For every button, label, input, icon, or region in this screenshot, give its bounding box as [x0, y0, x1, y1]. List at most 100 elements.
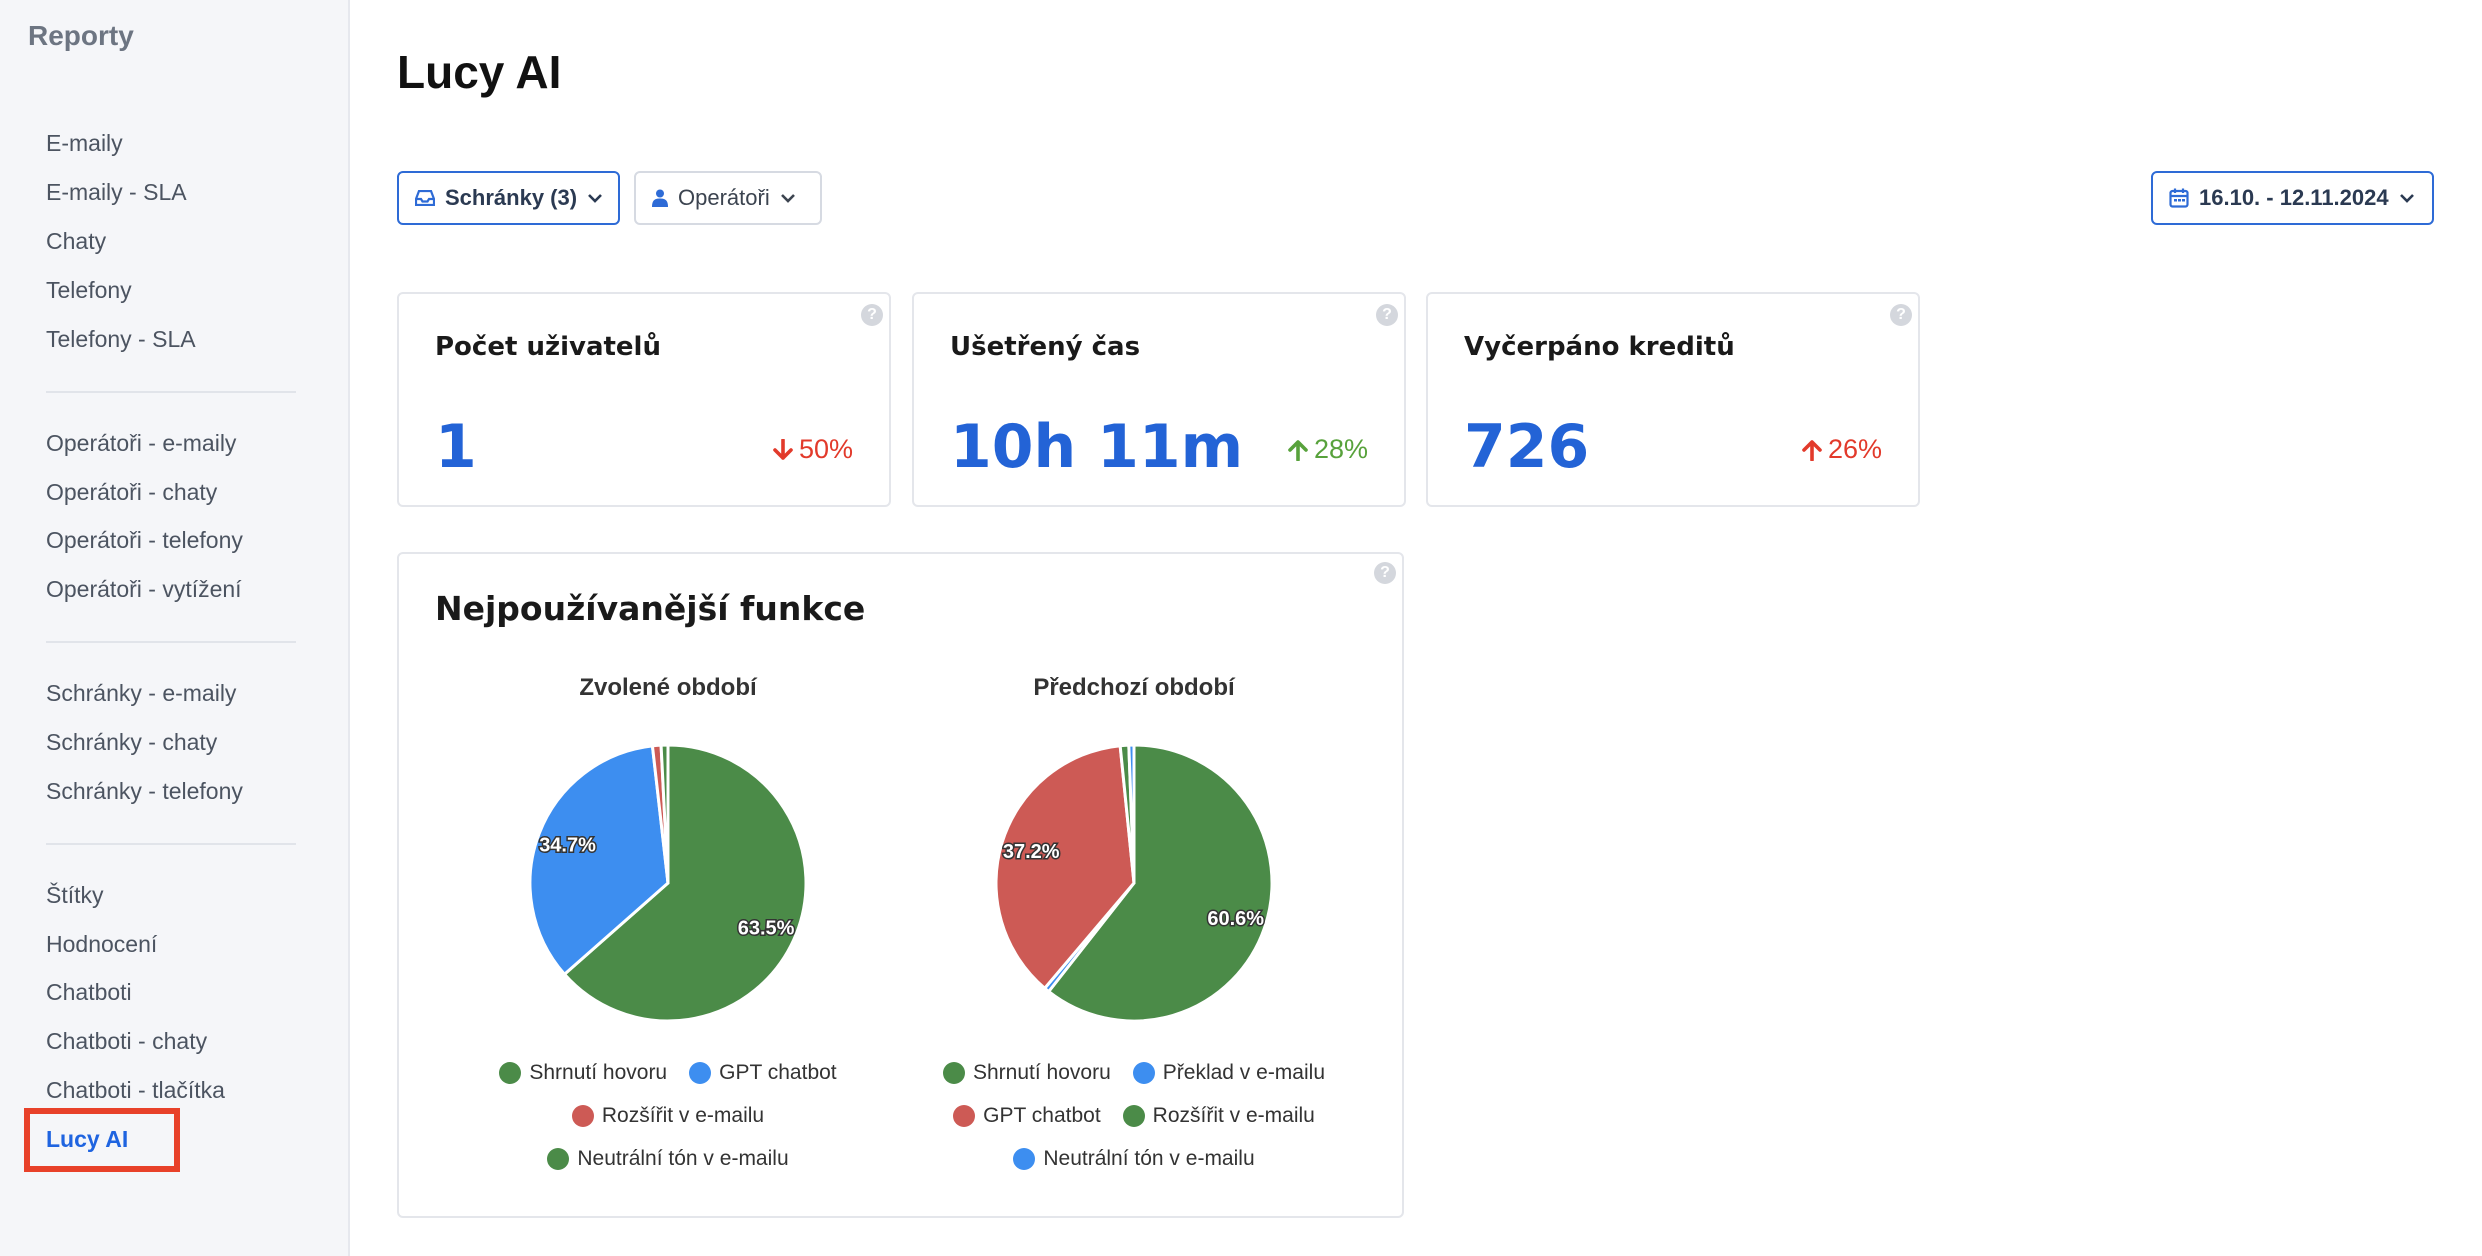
- legend-label: Shrnutí hovoru: [973, 1060, 1111, 1084]
- stat-card-credits: ? Vyčerpáno kreditů 726 26%: [1426, 292, 1920, 507]
- pie-chart-selected-period: 63.5% 34.7%: [528, 743, 808, 1023]
- sidebar-divider: [46, 843, 296, 845]
- sidebar-item-emails-sla[interactable]: E-maily - SLA: [46, 179, 187, 205]
- pie-data-label: 60.6%: [1207, 908, 1264, 930]
- legend-dot: [1132, 1061, 1155, 1084]
- legend-item[interactable]: Rozšířit v e-mailu: [571, 1103, 765, 1128]
- user-icon: [652, 189, 668, 207]
- chevron-down-icon: [2399, 194, 2414, 203]
- functions-card-title: Nejpoužívanější funkce: [435, 589, 866, 628]
- date-range-button[interactable]: 16.10. - 12.11.2024: [2151, 171, 2434, 225]
- mailboxes-filter-button[interactable]: Schránky (3): [397, 171, 620, 225]
- sidebar-item-ratings[interactable]: Hodnocení: [46, 931, 158, 957]
- legend-label: Překlad v e-mailu: [1162, 1060, 1325, 1084]
- pie-data-label: 63.5%: [738, 917, 795, 939]
- page-title: Lucy AI: [397, 46, 562, 98]
- pie-data-label: 34.7%: [539, 834, 596, 856]
- pie-data-label: 37.2%: [1003, 841, 1060, 863]
- help-icon[interactable]: ?: [861, 304, 883, 326]
- pie-title: Zvolené období: [579, 674, 757, 701]
- legend-label: GPT chatbot: [983, 1103, 1101, 1127]
- legend-item[interactable]: Shrnutí hovoru: [943, 1061, 1111, 1085]
- sidebar-item-operators-load[interactable]: Operátoři - vytížení: [46, 576, 242, 602]
- legend-item[interactable]: Rozšířit v e-mailu: [1122, 1103, 1315, 1128]
- legend-item[interactable]: Shrnutí hovoru: [499, 1061, 667, 1085]
- inbox-icon: [415, 190, 435, 206]
- sidebar-divider: [46, 641, 296, 643]
- legend-label: Rozšířit v e-mailu: [1152, 1103, 1315, 1127]
- stat-value: 10h 11m: [950, 412, 1244, 482]
- date-range-label: 16.10. - 12.11.2024: [2199, 185, 2389, 210]
- mailboxes-filter-label: Schránky (3): [445, 185, 578, 210]
- stat-change: 28%: [1288, 434, 1368, 465]
- help-icon[interactable]: ?: [1890, 304, 1912, 326]
- legend-item[interactable]: Neutrální tón v e-mailu: [547, 1146, 789, 1171]
- chevron-down-icon: [588, 194, 602, 203]
- stat-value: 1: [435, 412, 477, 482]
- legend-label: Neutrální tón v e-mailu: [1043, 1146, 1255, 1170]
- pie-slice[interactable]: [1047, 743, 1274, 1023]
- legend-dot: [953, 1104, 976, 1127]
- sidebar-item-chatbots-buttons[interactable]: Chatboti - tlačítka: [46, 1077, 225, 1103]
- legend-label: Shrnutí hovoru: [529, 1060, 668, 1084]
- sidebar-item-chats[interactable]: Chaty: [46, 228, 107, 254]
- help-icon[interactable]: ?: [1376, 304, 1398, 326]
- pie-chart-previous-period: 60.6% 37.2%: [994, 743, 1274, 1023]
- stat-label: Počet uživatelů: [435, 332, 661, 362]
- legend-dot: [547, 1147, 570, 1170]
- sidebar-item-phones-sla[interactable]: Telefony - SLA: [46, 326, 196, 352]
- sidebar-item-chatbots-chats[interactable]: Chatboti - chaty: [46, 1028, 208, 1054]
- legend-item[interactable]: Překlad v e-mailu: [1132, 1060, 1325, 1085]
- pie-slice[interactable]: [562, 743, 808, 1023]
- pie-slice[interactable]: [528, 744, 670, 976]
- legend-label: Rozšířit v e-mailu: [601, 1103, 765, 1127]
- active-item-highlight: [24, 1108, 180, 1172]
- stat-change: 26%: [1802, 434, 1882, 465]
- sidebar-item-lucy-ai[interactable]: Lucy AI: [46, 1126, 129, 1152]
- stat-change-value: 50%: [798, 434, 853, 464]
- pie-slice[interactable]: [994, 744, 1136, 990]
- stat-change: 50%: [773, 434, 853, 465]
- legend-item[interactable]: Neutrální tón v e-mailu: [1013, 1146, 1255, 1171]
- stat-change-value: 28%: [1313, 434, 1368, 464]
- sidebar-item-mailboxes-chats[interactable]: Schránky - chaty: [46, 729, 218, 755]
- stat-label: Ušetřený čas: [950, 332, 1141, 362]
- operators-filter-label: Operátoři: [678, 185, 770, 210]
- sidebar-item-tags[interactable]: Štítky: [46, 882, 104, 908]
- arrow-up-icon: [1288, 439, 1308, 461]
- pie-slice[interactable]: [1127, 743, 1136, 885]
- sidebar-item-chatbots[interactable]: Chatboti: [46, 979, 132, 1005]
- legend-item[interactable]: GPT chatbot: [689, 1061, 837, 1085]
- sidebar-item-operators-phones[interactable]: Operátoři - telefony: [46, 527, 243, 553]
- sidebar-item-operators-emails[interactable]: Operátoři - e-maily: [46, 430, 237, 456]
- calendar-icon: [2169, 188, 2189, 208]
- legend-selected-period: Shrnutí hovoru GPT chatbot Rozšířit v e-…: [448, 1051, 888, 1180]
- sidebar-item-mailboxes-phones[interactable]: Schránky - telefony: [46, 778, 243, 804]
- legend-label: GPT chatbot: [719, 1060, 837, 1084]
- arrow-up-icon: [1802, 439, 1822, 461]
- stat-label: Vyčerpáno kreditů: [1464, 332, 1735, 362]
- arrow-down-icon: [773, 438, 793, 460]
- sidebar-item-emails[interactable]: E-maily: [46, 130, 123, 156]
- legend-item[interactable]: GPT chatbot: [953, 1104, 1101, 1128]
- legend-dot: [689, 1061, 712, 1084]
- stat-card-saved-time: ? Ušetřený čas 10h 11m 28%: [912, 292, 1406, 507]
- stat-change-value: 26%: [1827, 434, 1882, 464]
- legend-dot: [571, 1104, 594, 1127]
- legend-dot: [499, 1061, 522, 1084]
- legend-dot: [943, 1061, 965, 1084]
- pie-title: Předchozí období: [1033, 674, 1235, 701]
- chevron-down-icon: [780, 194, 795, 203]
- sidebar-title: Reporty: [28, 20, 134, 51]
- legend-label: Neutrální tón v e-mailu: [577, 1146, 789, 1170]
- sidebar-item-phones[interactable]: Telefony: [46, 277, 132, 303]
- sidebar-item-mailboxes-emails[interactable]: Schránky - e-maily: [46, 680, 237, 706]
- sidebar: Reporty E-maily E-maily - SLA Chaty Tele…: [0, 0, 350, 1256]
- operators-filter-button[interactable]: Operátoři: [634, 171, 822, 225]
- sidebar-divider: [46, 391, 296, 393]
- pie-slice[interactable]: [659, 743, 670, 885]
- stat-value: 726: [1464, 412, 1590, 482]
- most-used-functions-card: ? Nejpoužívanější funkce Zvolené období …: [397, 552, 1404, 1218]
- sidebar-item-operators-chats[interactable]: Operátoři - chaty: [46, 479, 218, 505]
- help-icon[interactable]: ?: [1374, 562, 1396, 584]
